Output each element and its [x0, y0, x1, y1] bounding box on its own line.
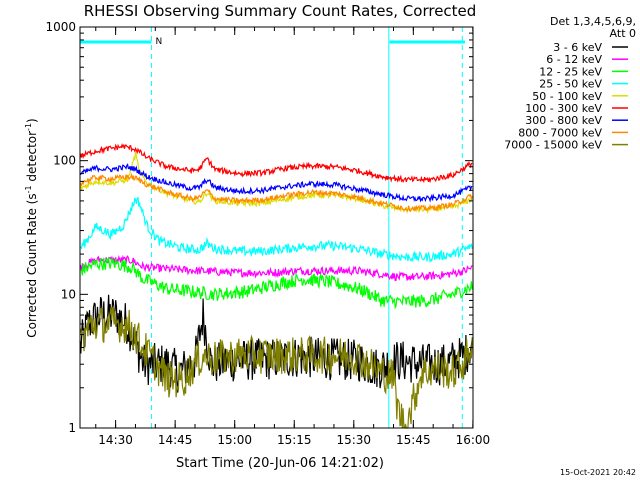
series-line	[79, 256, 473, 310]
legend-label: 25 - 50 keV	[539, 78, 602, 91]
x-tick-label: 15:00	[217, 433, 252, 447]
y-tick-label: 1000	[45, 20, 76, 34]
chart-title: RHESSI Observing Summary Count Rates, Co…	[84, 2, 477, 20]
series-line	[79, 142, 473, 184]
legend-label: 300 - 800 keV	[525, 114, 602, 127]
attenuator-label: N	[155, 37, 162, 47]
series-line	[79, 196, 473, 264]
timestamp: 15-Oct-2021 20:42	[560, 468, 636, 477]
x-tick-label: 14:30	[98, 433, 133, 447]
x-axis-label: Start Time (20-Jun-06 14:21:02)	[176, 456, 384, 471]
y-tick-label: 10	[61, 287, 76, 301]
series-layer	[79, 142, 473, 429]
x-tick-label: 15:30	[336, 433, 371, 447]
x-tick-label: 15:45	[396, 433, 431, 447]
axis-layer: 1 10 100 1000 14:30 14:45 15:00 15:15 15:30 15:45…	[45, 20, 490, 447]
y-axis-label: Corrected Count Rate (s-1 detector-1)	[24, 118, 39, 337]
series-line	[79, 163, 473, 203]
series-line	[79, 294, 473, 393]
y-tick-label: 100	[53, 154, 76, 168]
legend-label: 6 - 12 keV	[546, 53, 602, 66]
series-line	[79, 254, 473, 282]
legend-label: 50 - 100 keV	[532, 90, 602, 103]
x-tick-label: 16:00	[456, 433, 491, 447]
legend-header-2: Att 0	[610, 27, 636, 40]
legend-header-1: Det 1,3,4,5,6,9,	[550, 15, 636, 28]
plot-frame	[79, 26, 474, 429]
y-tick-label: 1	[68, 421, 76, 435]
legend-label: 800 - 7000 keV	[518, 126, 602, 139]
x-tick-label: 15:15	[277, 433, 312, 447]
legend-label: 3 - 6 keV	[553, 41, 602, 54]
legend-label: 100 - 300 keV	[525, 102, 602, 115]
legend-label: 7000 - 15000 keV	[504, 139, 602, 152]
x-tick-label: 14:45	[158, 433, 193, 447]
series-line	[79, 172, 473, 213]
legend-label: 12 - 25 keV	[539, 65, 602, 78]
